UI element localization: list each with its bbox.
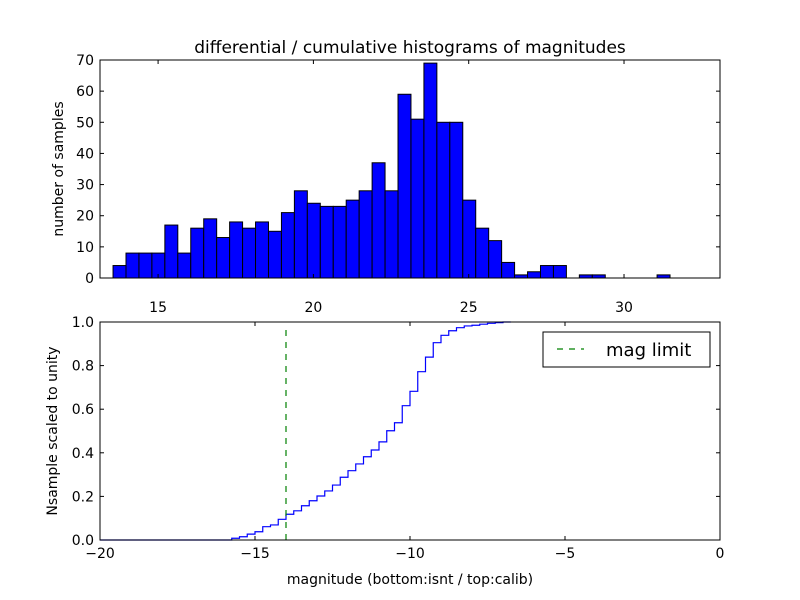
- x-tick-label: 15: [149, 300, 167, 316]
- legend-label: mag limit: [606, 340, 691, 361]
- histogram-axes: 15 20 25 30 0 10 20 30 40 50 60 70: [76, 53, 721, 316]
- y-tick-label: 1.0: [72, 315, 94, 331]
- cumulative-step-line: [100, 321, 511, 541]
- histogram-bar: [423, 62, 438, 279]
- histogram-bar: [306, 202, 321, 279]
- y-tick-label: 30: [76, 178, 94, 194]
- x-tick-label: −5: [555, 546, 576, 562]
- histogram-bar: [488, 240, 503, 279]
- x-tick-label: −15: [240, 546, 270, 562]
- legend: mag limit: [542, 331, 711, 368]
- y-tick-label: 40: [76, 146, 94, 162]
- x-tick-label: −10: [395, 546, 425, 562]
- chart-title: differential / cumulative histograms of …: [194, 38, 626, 58]
- top-y-axis-label: number of samples: [51, 101, 67, 236]
- histogram-bar: [203, 218, 218, 279]
- histogram-bar: [280, 212, 295, 279]
- x-tick-label: 30: [615, 300, 633, 316]
- histogram-bar: [138, 252, 153, 279]
- histogram-bar: [410, 118, 425, 279]
- histogram-bar: [449, 121, 464, 279]
- histogram-bar: [539, 265, 554, 279]
- histogram-bar: [112, 265, 127, 279]
- histogram-bar: [293, 190, 308, 279]
- y-tick-label: 10: [76, 240, 94, 256]
- y-tick-label: 0: [85, 271, 94, 287]
- bottom-y-axis-label: Nsample scaled to unity: [45, 346, 61, 515]
- histogram-bar: [436, 121, 451, 279]
- y-tick-label: 0.6: [72, 402, 94, 418]
- histogram-bar: [190, 227, 205, 279]
- histogram-bar: [527, 271, 541, 279]
- y-tick-label: 0.8: [72, 359, 94, 375]
- histogram-bar: [125, 252, 140, 279]
- histogram-bar: [319, 205, 334, 279]
- histogram-bar: [371, 162, 386, 279]
- histogram-bar: [501, 261, 516, 279]
- histogram-bar: [332, 205, 347, 279]
- histogram-bar: [164, 224, 179, 279]
- cumulative-axes: −20 −15 −10 −5 0 0.0 0.2 0.4 0.6 0.8 1.0: [72, 315, 725, 562]
- histogram-bar: [384, 190, 399, 279]
- histogram-bar: [358, 190, 373, 279]
- y-tick-label: 60: [76, 84, 94, 100]
- y-tick-label: 20: [76, 209, 94, 225]
- histogram-bar: [267, 230, 282, 279]
- histogram-bar: [475, 227, 490, 279]
- y-tick-label: 0.4: [72, 446, 94, 462]
- histogram-bar: [216, 237, 231, 279]
- x-tick-label: 20: [304, 300, 322, 316]
- y-tick-label: 0.0: [72, 533, 94, 549]
- histogram-bar: [345, 199, 360, 279]
- x-tick-label: −20: [85, 546, 115, 562]
- histogram-bar: [462, 199, 477, 279]
- histogram-bar: [177, 252, 192, 279]
- y-tick-label: 70: [76, 53, 94, 69]
- x-tick-label: 0: [716, 546, 725, 562]
- histogram-bar: [552, 265, 567, 279]
- y-tick-label: 0.2: [72, 489, 94, 505]
- histogram-bar: [229, 221, 244, 279]
- y-tick-label: 50: [76, 115, 94, 131]
- axes-frame: [99, 59, 721, 279]
- bottom-x-axis-label: magnitude (bottom:isnt / top:calib): [287, 572, 533, 588]
- histogram-bar: [397, 93, 412, 279]
- x-tick-label: 25: [460, 300, 478, 316]
- histogram-bar: [255, 221, 269, 279]
- histogram-bar: [242, 227, 257, 279]
